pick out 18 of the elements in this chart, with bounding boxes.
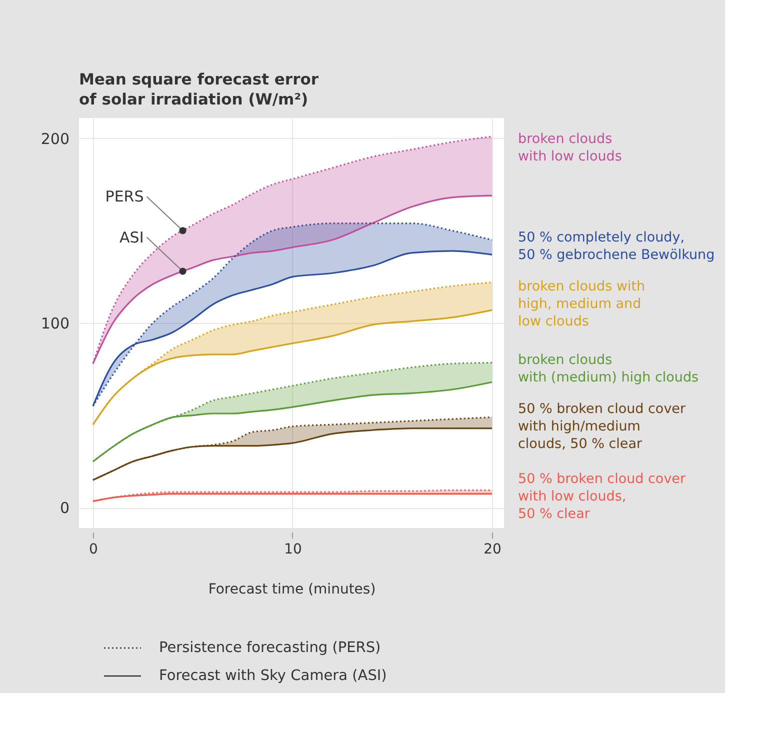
series-label: 50 % broken cloud cover with low clouds, 50 % clear [518,470,686,522]
series-label: 50 % completely cloudy, 50 % gebrochene Bewölkung [518,229,715,263]
text: 50 % broken cloud cover with high/medium clouds, 50 % clear [518,401,686,452]
x-tick-label: 10 [284,542,302,558]
y-tick-label: 100 [40,314,70,332]
chart-title: Mean square forecast error of solar irradiation (W/m²) [79,70,319,108]
annotation: PERS [105,188,144,206]
series-label: broken clouds with low clouds [518,131,622,164]
x-tick-label: 0 [89,542,98,558]
annotation: ASI [120,228,144,246]
y-tick-label: 200 [40,130,70,148]
text: Persistence forecasting (PERS) [159,640,381,656]
y-tick-label: 0 [60,499,70,518]
x-axis-title: Forecast time (minutes) [208,582,376,598]
series-label: broken clouds with (medium) high clouds [518,352,699,386]
text: Forecast with Sky Camera (ASI) [159,668,387,684]
series-label: broken clouds with high, medium and low clouds [518,278,646,330]
x-tick-label: 20 [484,542,502,558]
